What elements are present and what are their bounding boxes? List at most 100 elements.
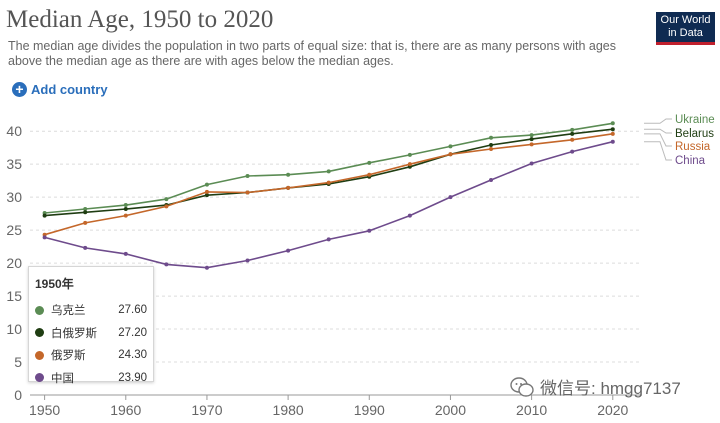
data-point-ukraine — [448, 144, 453, 149]
y-tick-label: 25 — [6, 222, 22, 238]
data-point-china — [42, 235, 47, 240]
chart-subtitle: The median age divides the population in… — [8, 39, 616, 68]
data-point-russia — [407, 162, 412, 167]
data-point-ukraine — [407, 152, 412, 157]
data-point-ukraine — [610, 121, 615, 126]
owid-logo[interactable]: Our World in Data — [656, 12, 715, 45]
x-tick-label: 1990 — [354, 402, 385, 418]
logo-line-2: in Data — [668, 27, 703, 39]
tooltip-row-russia: 俄罗斯 24.30 — [35, 344, 147, 367]
data-point-china — [529, 161, 534, 166]
data-point-china — [448, 195, 453, 200]
data-point-russia — [489, 146, 494, 151]
data-point-ukraine — [83, 207, 88, 212]
x-axis: 1950 1960 1970 1980 1990 2000 2010 2020 — [29, 395, 629, 418]
series-points — [42, 121, 615, 270]
legend-leader-line — [644, 141, 672, 161]
data-point-ukraine — [245, 174, 250, 179]
y-tick-label: 35 — [6, 156, 22, 172]
x-tick-label: 1980 — [273, 402, 304, 418]
data-point-ukraine — [489, 135, 494, 140]
data-point-russia — [570, 137, 575, 142]
data-point-russia — [326, 180, 331, 185]
data-point-belarus — [204, 193, 209, 198]
tooltip-country: 俄罗斯 — [51, 350, 86, 363]
data-point-belarus — [42, 213, 47, 218]
data-point-russia — [245, 190, 250, 195]
tooltip-country: 白俄罗斯 — [51, 327, 97, 340]
tooltip-value: 24.30 — [118, 349, 147, 362]
watermark-text: 微信号: hmgg7137 — [540, 379, 681, 398]
tooltip-year: 1950年 — [35, 277, 74, 291]
data-point-russia — [204, 189, 209, 194]
tooltip-row-ukraine: 乌克兰 27.60 — [35, 299, 147, 322]
data-point-china — [245, 258, 250, 263]
data-point-ukraine — [286, 172, 291, 177]
data-point-china — [164, 262, 169, 267]
data-point-belarus — [489, 143, 494, 148]
tooltip-row-china: 中国 23.90 — [35, 367, 147, 390]
tooltip-row-belarus: 白俄罗斯 27.20 — [35, 322, 147, 345]
y-tick-label: 20 — [6, 255, 22, 271]
data-point-china — [123, 251, 128, 256]
data-point-ukraine — [326, 169, 331, 174]
data-point-russia — [529, 142, 534, 147]
data-point-russia — [286, 185, 291, 190]
tooltip-swatch — [35, 305, 44, 315]
data-point-china — [326, 237, 331, 242]
add-country-label: Add country — [31, 82, 108, 97]
data-point-china — [204, 265, 209, 270]
data-point-china — [570, 149, 575, 154]
plus-circle-icon: + — [12, 82, 27, 97]
data-point-china — [286, 248, 291, 253]
add-country-button[interactable]: + Add country — [12, 82, 108, 97]
y-tick-label: 10 — [6, 321, 22, 337]
y-tick-label: 40 — [6, 123, 22, 139]
data-point-china — [83, 245, 88, 250]
legend-label-china: China — [675, 155, 706, 167]
hover-tooltip: 1950年 乌克兰 27.60 白俄罗斯 27.20 俄罗斯 24.30 中国 … — [28, 266, 154, 385]
data-point-ukraine — [164, 197, 169, 202]
series-line-ukraine — [44, 122, 613, 214]
logo-line-1: Our World — [660, 14, 711, 26]
tooltip-value: 23.90 — [118, 371, 147, 384]
watermark: 微信号: hmgg7137 — [510, 374, 681, 399]
data-point-ukraine — [570, 127, 575, 132]
x-tick-label: 1950 — [29, 402, 60, 418]
grid-lines — [30, 130, 642, 396]
legend-leader-line — [644, 128, 672, 134]
tooltip-country: 乌克兰 — [51, 305, 86, 318]
chart-title: Median Age, 1950 to 2020 — [6, 6, 274, 33]
y-tick-label: 15 — [6, 288, 22, 304]
data-point-china — [407, 213, 412, 218]
data-point-ukraine — [367, 160, 372, 165]
data-point-belarus — [570, 131, 575, 136]
legend-leader-line — [644, 118, 672, 124]
data-point-china — [610, 139, 615, 144]
x-tick-label: 2010 — [516, 402, 547, 418]
tooltip-swatch — [35, 373, 44, 383]
data-point-belarus — [529, 137, 534, 142]
wechat-icon — [510, 376, 534, 397]
series-lines — [44, 122, 613, 269]
data-point-belarus — [83, 210, 88, 215]
legend-label-ukraine: Ukraine — [675, 114, 715, 126]
data-point-russia — [610, 131, 615, 136]
x-tick-label: 2020 — [597, 402, 628, 418]
tooltip-swatch — [35, 328, 44, 338]
x-tick-label: 1970 — [191, 402, 222, 418]
data-point-belarus — [123, 207, 128, 212]
data-point-ukraine — [529, 133, 534, 138]
legend-label-russia: Russia — [675, 141, 711, 153]
data-point-ukraine — [123, 203, 128, 208]
data-point-russia — [83, 220, 88, 225]
legend-label-belarus: Belarus — [675, 128, 714, 140]
y-tick-label: 5 — [14, 354, 22, 370]
data-point-russia — [164, 204, 169, 209]
x-tick-label: 2000 — [435, 402, 466, 418]
data-point-russia — [367, 172, 372, 177]
data-point-ukraine — [204, 182, 209, 187]
data-point-russia — [123, 213, 128, 218]
